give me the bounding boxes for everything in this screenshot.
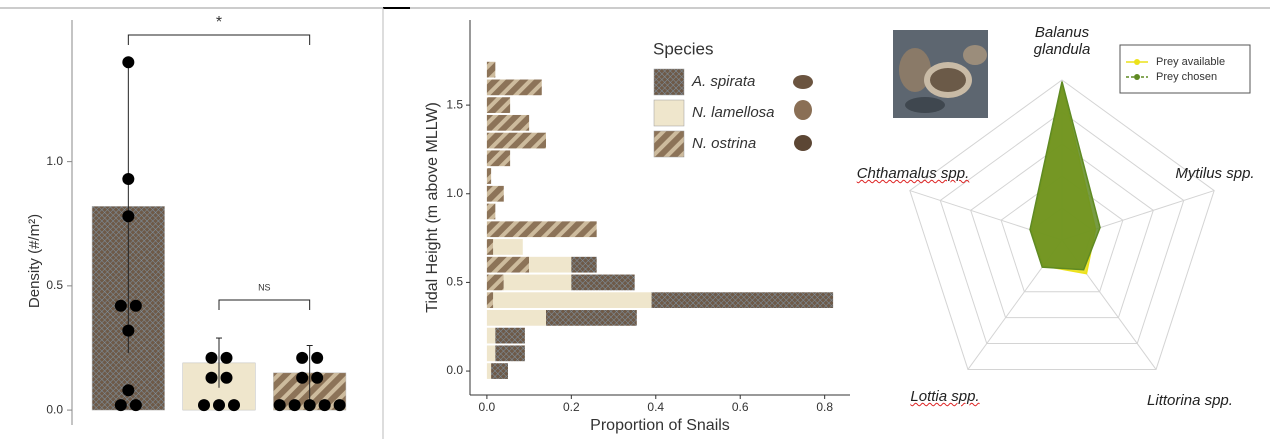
legend-swatch bbox=[653, 68, 685, 96]
y-tick-label: 0.5 bbox=[46, 278, 63, 292]
data-point bbox=[311, 371, 324, 384]
legend-label: A. spirata bbox=[691, 73, 755, 90]
significance-bracket bbox=[127, 34, 311, 45]
data-point bbox=[122, 384, 135, 397]
data-point bbox=[114, 399, 127, 412]
data-point bbox=[129, 299, 142, 312]
legend-label: Prey available bbox=[1156, 56, 1225, 68]
y-tick-label: 1.5 bbox=[446, 97, 463, 111]
significance-bracket bbox=[218, 299, 311, 310]
radar-ring bbox=[909, 79, 1215, 370]
data-point bbox=[303, 399, 316, 412]
legend-box bbox=[1119, 44, 1251, 94]
radar-label: Mytilus spp. bbox=[1175, 165, 1255, 182]
radar-ring bbox=[970, 143, 1154, 319]
y-axis-label: Tidal Height (m above MLLW) bbox=[424, 102, 441, 313]
data-point bbox=[122, 210, 135, 223]
y-tick-label: 1.0 bbox=[446, 186, 463, 200]
legend-swatch bbox=[653, 130, 685, 158]
histogram-bar bbox=[486, 292, 494, 309]
data-point bbox=[288, 399, 301, 412]
data-point bbox=[220, 351, 233, 364]
histogram-bar bbox=[486, 61, 496, 78]
histogram-bar bbox=[493, 292, 652, 309]
radar-label: Littorina spp. bbox=[1147, 392, 1233, 409]
snail-icons bbox=[793, 75, 813, 151]
y-tick-label: 0.0 bbox=[46, 402, 63, 416]
x-axis-label: Proportion of Snails bbox=[590, 417, 730, 434]
histogram-bar bbox=[486, 274, 504, 291]
histogram-bar bbox=[486, 97, 511, 113]
x-tick-label: 0.8 bbox=[816, 400, 833, 414]
legend-label: N. ostrina bbox=[692, 135, 756, 152]
radar-label: Balanus glandula bbox=[1033, 24, 1091, 58]
radar-area bbox=[1029, 81, 1101, 271]
data-point bbox=[318, 399, 331, 412]
histogram-bar bbox=[486, 327, 496, 344]
histogram-bar bbox=[486, 310, 546, 326]
histogram-bar bbox=[571, 274, 635, 291]
data-point bbox=[333, 399, 346, 412]
data-point bbox=[205, 371, 218, 384]
data-point bbox=[122, 324, 135, 337]
histogram-bar bbox=[486, 221, 597, 238]
legend-swatch bbox=[653, 99, 685, 127]
x-tick-label: 0.2 bbox=[563, 400, 580, 414]
x-tick-label: 0.4 bbox=[647, 400, 664, 414]
histogram-bar bbox=[486, 203, 496, 220]
data-point bbox=[296, 351, 309, 364]
histogram-bar bbox=[486, 132, 546, 149]
histogram-bar bbox=[486, 168, 492, 184]
data-point bbox=[198, 399, 210, 412]
histogram-bar bbox=[486, 114, 530, 131]
data-point bbox=[213, 399, 225, 412]
histogram-bar bbox=[529, 256, 572, 273]
significance-label: NS bbox=[258, 282, 271, 292]
x-tick-label: 0.0 bbox=[479, 400, 496, 414]
histogram-bar bbox=[486, 363, 492, 379]
data-point bbox=[296, 371, 309, 384]
legend-marker bbox=[1134, 59, 1140, 65]
radar-ring bbox=[1000, 175, 1124, 293]
legend-label: Prey chosen bbox=[1156, 71, 1217, 83]
histogram-bar bbox=[493, 239, 523, 255]
y-tick-label: 0.5 bbox=[446, 275, 463, 289]
data-point bbox=[122, 173, 135, 186]
legend-marker bbox=[1134, 74, 1140, 80]
radar-label: Lottia spp. bbox=[910, 388, 980, 405]
histogram-bar bbox=[495, 327, 525, 344]
snail-photo bbox=[893, 30, 988, 118]
histogram-bar bbox=[491, 363, 508, 379]
data-point bbox=[122, 56, 135, 69]
data-point bbox=[220, 371, 233, 384]
histogram-bar bbox=[486, 79, 542, 96]
data-point bbox=[228, 399, 240, 412]
significance-label: * bbox=[216, 14, 222, 31]
histogram-bar bbox=[486, 345, 496, 362]
y-axis-label: Density (#/m²) bbox=[26, 214, 43, 308]
histogram-bar bbox=[546, 310, 637, 326]
data-point bbox=[114, 299, 127, 312]
histogram-bar bbox=[571, 256, 597, 273]
data-point bbox=[273, 399, 286, 412]
histogram-bar bbox=[495, 345, 525, 362]
legend-title: Species bbox=[653, 39, 713, 58]
histogram-bar bbox=[486, 256, 530, 273]
data-point bbox=[129, 399, 142, 412]
x-tick-label: 0.6 bbox=[732, 400, 749, 414]
data-point bbox=[311, 351, 324, 364]
histogram-bar bbox=[503, 274, 572, 291]
radar-label: Chthamalus spp. bbox=[856, 165, 970, 182]
histogram-bar bbox=[486, 150, 511, 167]
histogram-bar bbox=[486, 239, 494, 255]
y-tick-label: 0.0 bbox=[446, 363, 463, 377]
histogram-bar bbox=[651, 292, 834, 309]
data-point bbox=[205, 351, 218, 364]
y-tick-label: 1.0 bbox=[46, 154, 63, 168]
legend-label: N. lamellosa bbox=[692, 104, 775, 121]
radar-ring bbox=[939, 111, 1185, 345]
histogram-bar bbox=[486, 185, 504, 202]
